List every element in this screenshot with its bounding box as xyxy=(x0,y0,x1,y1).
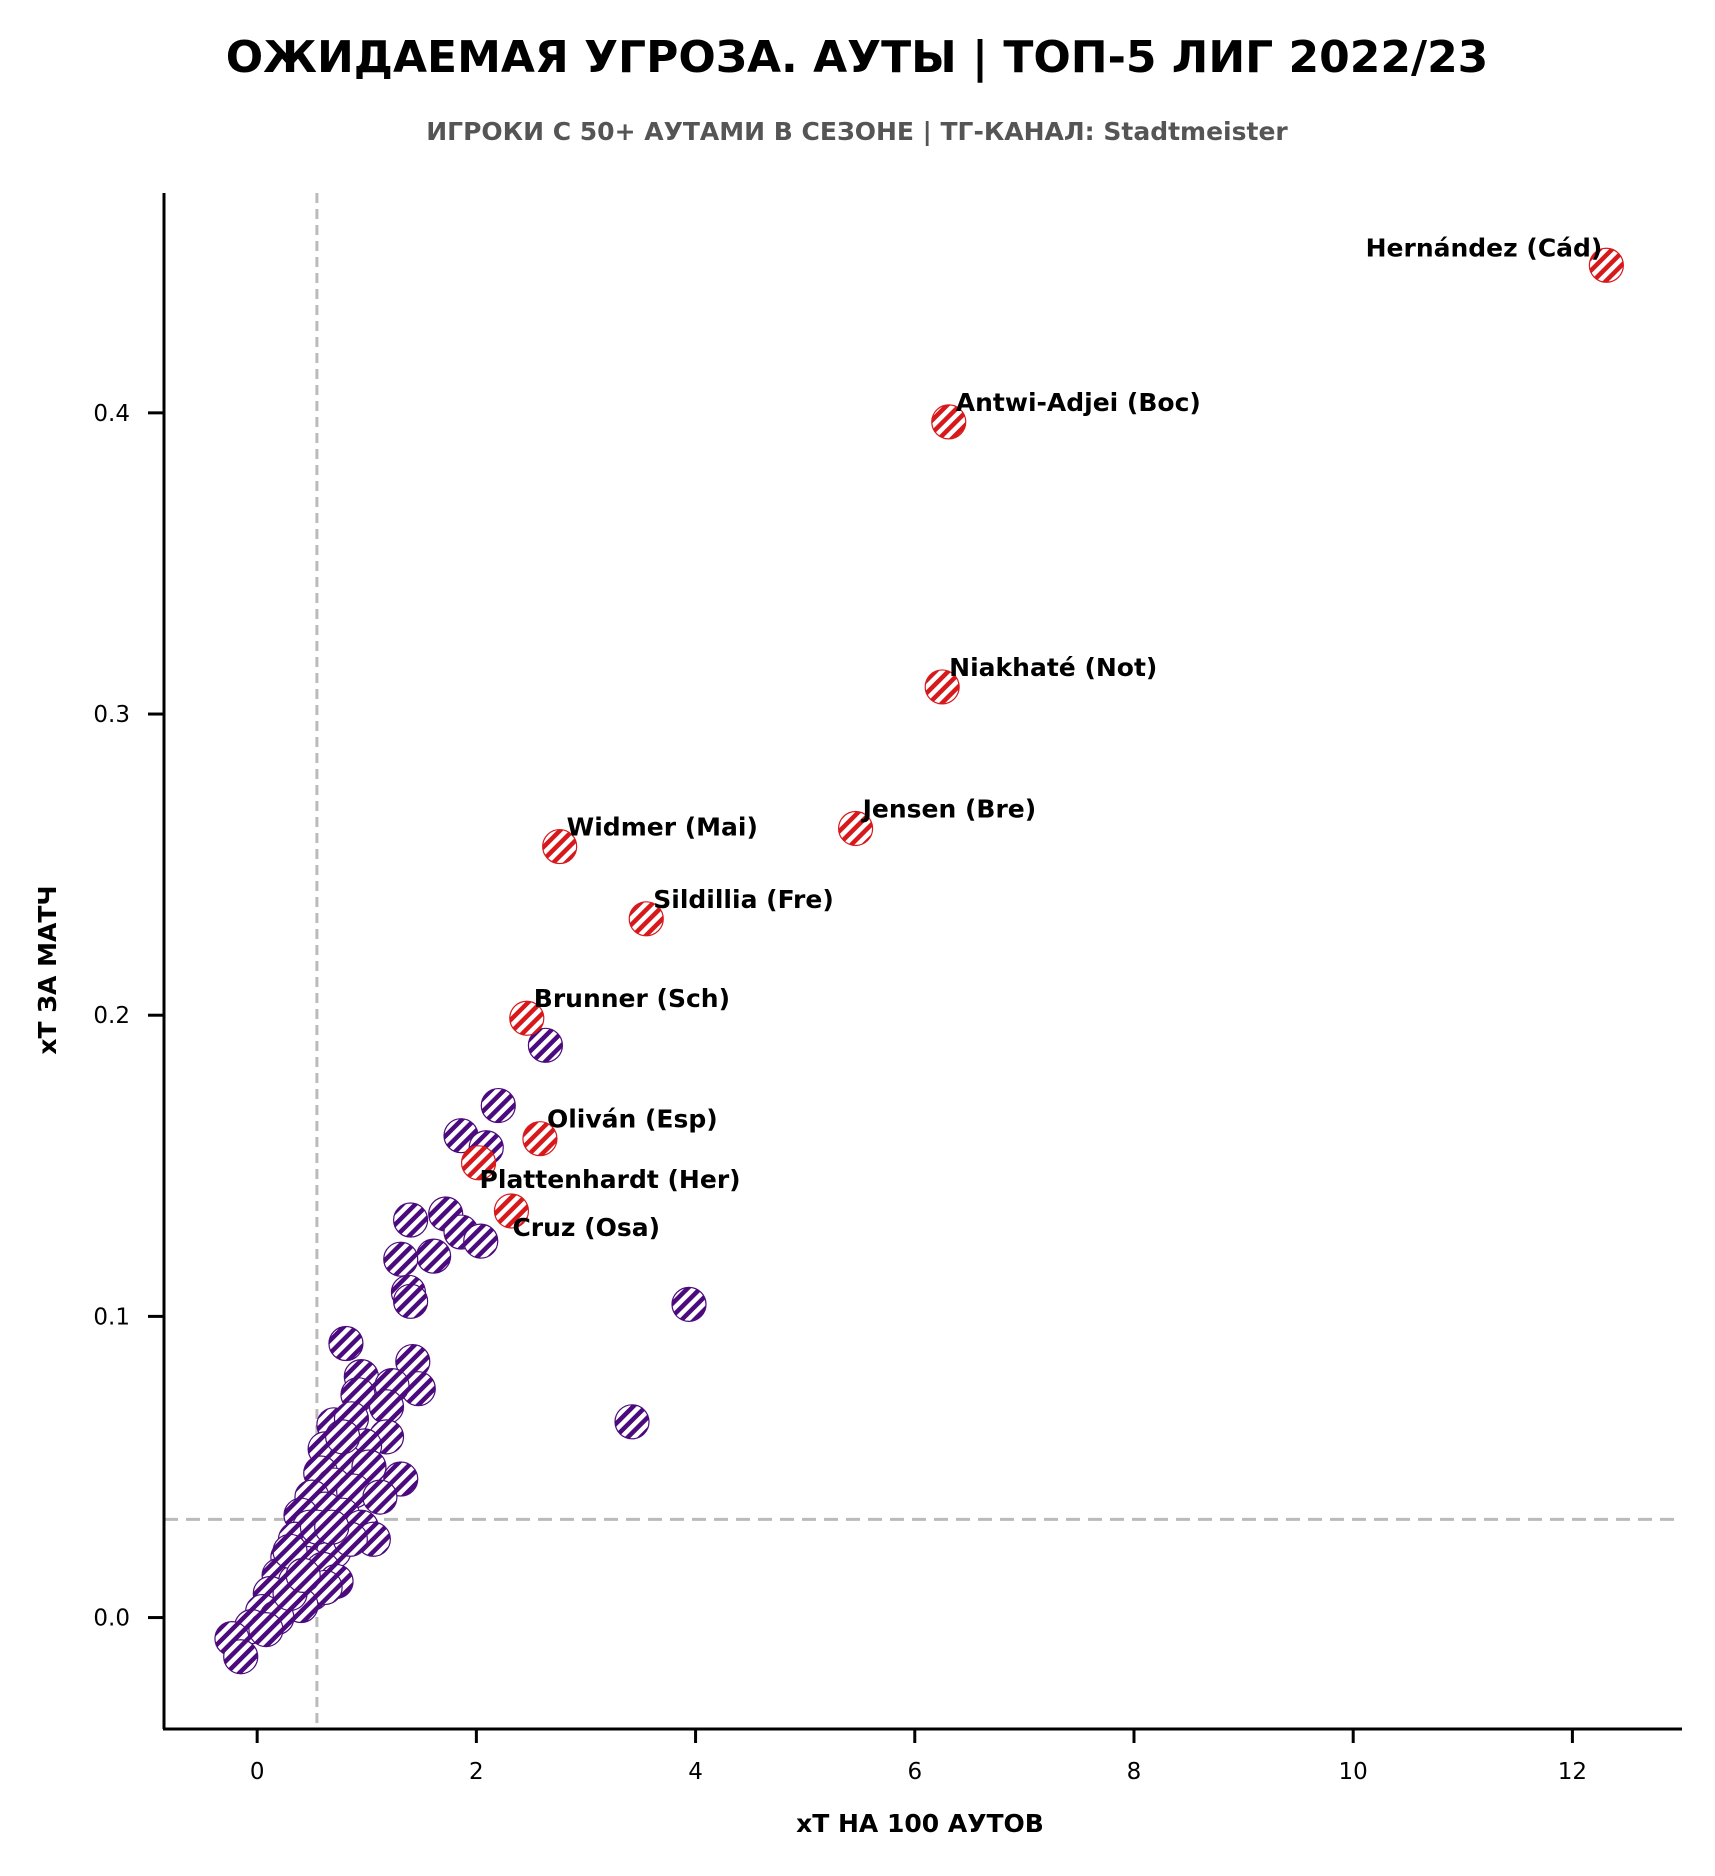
point-label: Oliván (Esp) xyxy=(547,1105,718,1134)
y-tick-label: 0.1 xyxy=(93,1304,130,1330)
y-axis-label: xT ЗА МАТЧ xyxy=(33,885,62,1054)
y-tick-label: 0.3 xyxy=(93,702,130,728)
point-label: Hernández (Cád) xyxy=(1366,233,1603,262)
highlighted-point xyxy=(924,669,960,705)
x-axis-label: xT НА 100 АУТОВ xyxy=(796,1809,1044,1838)
scatter-point xyxy=(416,1238,452,1274)
x-tick-label: 10 xyxy=(1339,1759,1368,1785)
y-ticks: 0.0 0.1 0.2 0.3 0.4 xyxy=(93,401,164,1632)
scatter-point xyxy=(248,1612,284,1648)
points-highlighted xyxy=(460,247,1624,1229)
x-tick-label: 12 xyxy=(1558,1759,1587,1785)
x-ticks: 0 2 4 6 8 10 12 xyxy=(250,1729,1587,1785)
scatter-point xyxy=(368,1389,405,1425)
scatter-point xyxy=(393,1283,429,1319)
scatter-point xyxy=(480,1087,516,1124)
point-label: Jensen (Bre) xyxy=(861,794,1037,823)
highlighted-point xyxy=(628,901,664,937)
highlighted-point xyxy=(542,828,578,865)
highlighted-point xyxy=(460,1145,497,1181)
x-tick-label: 4 xyxy=(688,1759,703,1785)
point-labels: Hernández (Cád) Antwi-Adjei (Boc) Niakhaté… xyxy=(480,233,1603,1242)
scatter-point xyxy=(383,1241,419,1277)
highlighted-point xyxy=(493,1193,530,1229)
scatter-point xyxy=(328,1325,364,1362)
x-tick-label: 6 xyxy=(907,1759,922,1785)
point-label: Plattenhardt (Her) xyxy=(480,1165,741,1194)
point-label: Widmer (Mai) xyxy=(567,813,758,842)
point-label: Brunner (Sch) xyxy=(534,984,730,1013)
highlighted-point xyxy=(931,404,967,440)
highlighted-point xyxy=(509,1000,545,1036)
y-tick-label: 0.4 xyxy=(93,401,130,427)
scatter-point xyxy=(671,1286,707,1322)
highlighted-point xyxy=(837,810,874,847)
scatter-point xyxy=(314,1509,350,1545)
point-label: Niakhaté (Not) xyxy=(949,653,1157,682)
scatter-point xyxy=(614,1404,650,1440)
x-tick-label: 2 xyxy=(469,1759,484,1785)
scatter-point xyxy=(527,1027,564,1063)
x-tick-label: 8 xyxy=(1127,1759,1142,1785)
scatter-point xyxy=(362,1479,398,1515)
chart-title: ОЖИДАЕМАЯ УГРОЗА. АУТЫ | ТОП-5 ЛИГ 2022/… xyxy=(226,32,1489,83)
scatter-point xyxy=(463,1223,499,1259)
x-tick-label: 0 xyxy=(250,1759,265,1785)
y-tick-label: 0.0 xyxy=(93,1606,130,1632)
point-label: Antwi-Adjei (Boc) xyxy=(956,388,1201,417)
point-label: Sildillia (Fre) xyxy=(653,885,834,914)
chart-subtitle: ИГРОКИ С 50+ АУТАМИ В СЕЗОНЕ | ТГ-КАНАЛ:… xyxy=(426,117,1288,146)
scatter-point xyxy=(393,1202,429,1238)
scatter-point xyxy=(325,1419,361,1455)
scatter-point xyxy=(285,1557,321,1594)
point-label: Cruz (Osa) xyxy=(512,1213,660,1242)
highlighted-point xyxy=(1588,247,1624,283)
highlighted-point xyxy=(522,1121,558,1157)
scatter-point xyxy=(223,1639,259,1675)
y-tick-label: 0.2 xyxy=(93,1003,130,1029)
